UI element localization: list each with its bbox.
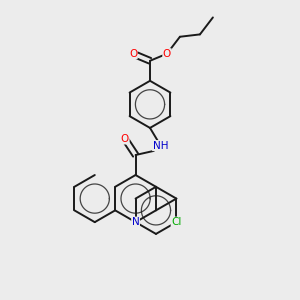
Text: N: N	[132, 217, 140, 227]
Text: O: O	[129, 49, 137, 59]
Text: O: O	[163, 49, 171, 59]
Text: O: O	[121, 134, 129, 144]
Text: Cl: Cl	[171, 217, 182, 227]
Text: NH: NH	[153, 141, 168, 151]
